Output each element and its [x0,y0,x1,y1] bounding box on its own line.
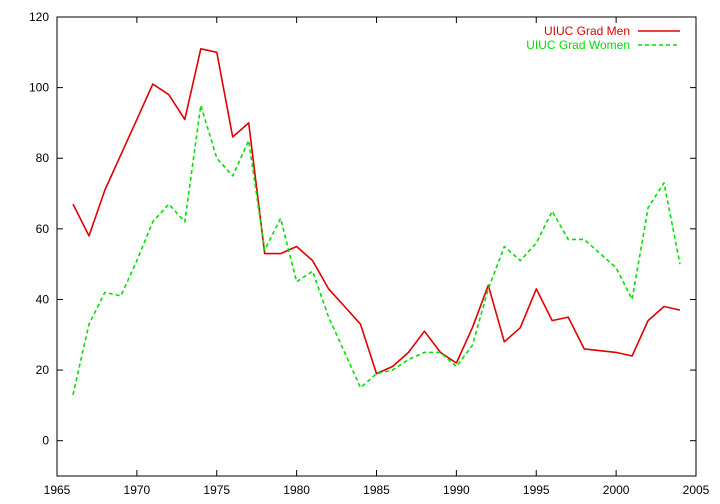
x-tick-label: 1990 [443,483,470,497]
x-tick-label: 1980 [283,483,310,497]
x-tick-label: 2005 [683,483,710,497]
y-axis: 0 20 40 60 80 100 120 [29,10,696,448]
y-tick-label: 60 [36,222,50,236]
x-tick-label: 1975 [203,483,230,497]
y-tick-label: 0 [42,434,49,448]
y-tick-label: 100 [29,81,49,95]
x-axis: 1965 1970 1975 1980 1985 1990 1995 2000 2005 [44,17,710,497]
series-lines [72,47,681,395]
x-tick-label: 1965 [44,483,71,497]
x-tick-label: 1970 [124,483,151,497]
x-tick-label: 1985 [363,483,390,497]
series-line-women [72,104,681,395]
series-line-men [72,47,681,375]
y-tick-label: 20 [36,363,50,377]
legend-label-women: UIUC Grad Women [526,38,630,52]
y-tick-label: 80 [36,151,50,165]
x-tick-label: 1995 [523,483,550,497]
y-tick-label: 40 [36,292,50,306]
x-tick-label: 2000 [603,483,630,497]
legend-label-men: UIUC Grad Men [544,24,630,38]
y-tick-label: 120 [29,10,49,24]
